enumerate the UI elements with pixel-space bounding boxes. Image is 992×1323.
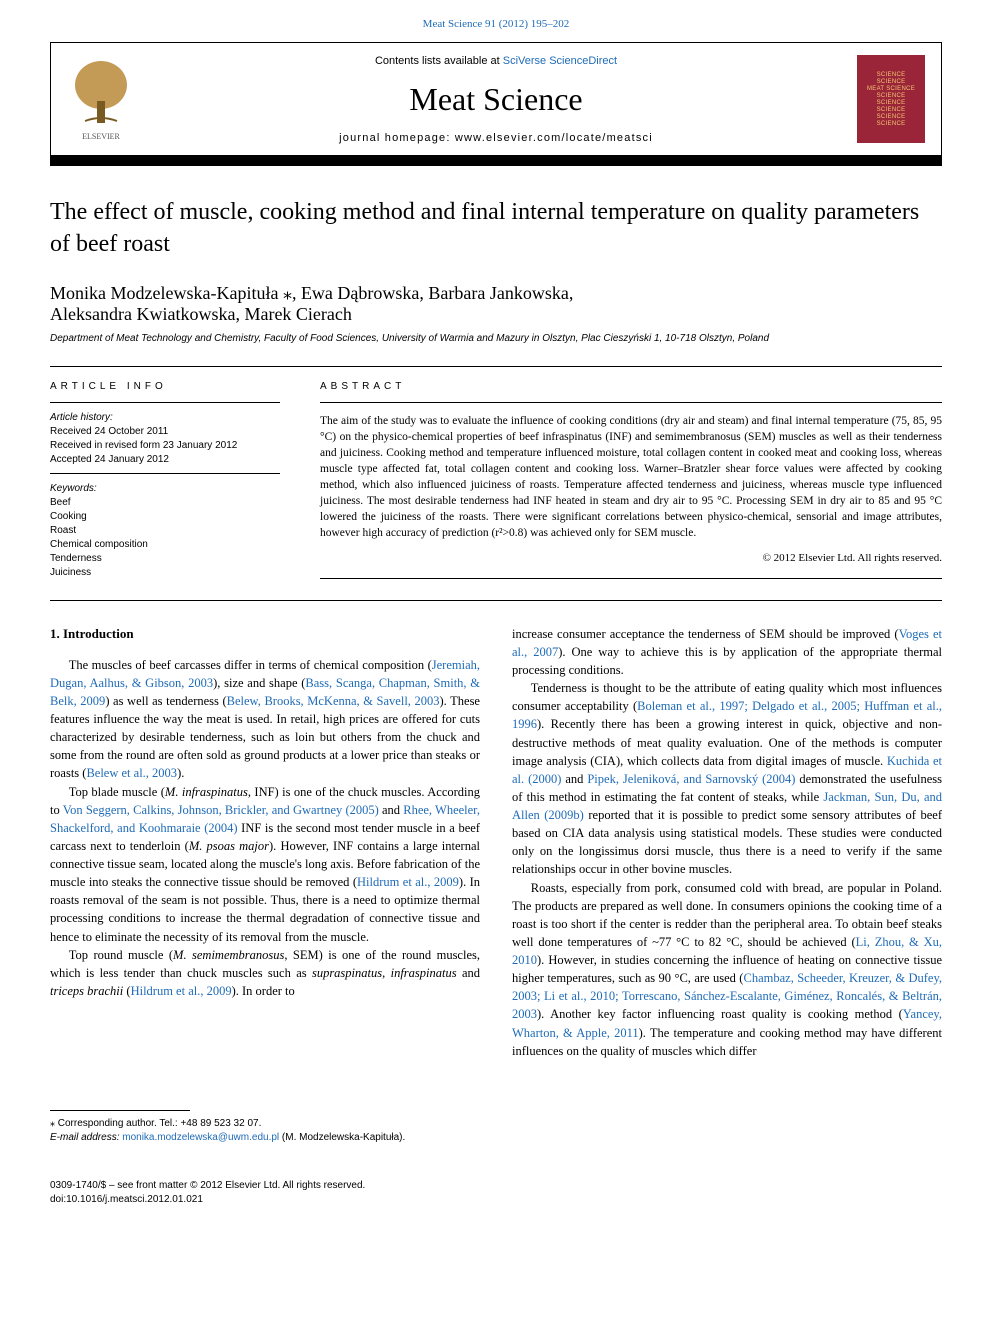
- info-rule2: [50, 473, 280, 474]
- abstract-text: The aim of the study was to evaluate the…: [320, 413, 942, 542]
- intro-p2: Top blade muscle (M. infraspinatus, INF)…: [50, 783, 480, 946]
- cover-line: SCIENCE: [877, 107, 906, 113]
- ref-link[interactable]: Von Seggern, Calkins, Johnson, Brickler,…: [63, 803, 379, 817]
- email-label: E-mail address:: [50, 1132, 119, 1143]
- rule-bottom: [50, 600, 942, 601]
- cover-line: SCIENCE: [877, 114, 906, 120]
- authors-line1b: , Ewa Dąbrowska, Barbara Jankowska,: [292, 283, 573, 303]
- email-after: (M. Modzelewska-Kapituła).: [279, 1132, 405, 1143]
- header-center: Contents lists available at SciVerse Sci…: [151, 43, 841, 155]
- cover-line: MEAT SCIENCE: [867, 86, 915, 92]
- authors-line1a: Monika Modzelewska-Kapituła: [50, 283, 283, 303]
- contents-line: Contents lists available at SciVerse Sci…: [375, 55, 617, 67]
- top-citation-link[interactable]: Meat Science 91 (2012) 195–202: [423, 18, 570, 30]
- cover-thumbnail-inner: SCIENCE SCIENCE MEAT SCIENCE SCIENCE SCI…: [857, 55, 925, 143]
- top-citation: Meat Science 91 (2012) 195–202: [0, 0, 992, 42]
- cover-line: SCIENCE: [877, 100, 906, 106]
- cover-line: SCIENCE: [877, 121, 906, 127]
- svg-text:ELSEVIER: ELSEVIER: [82, 132, 120, 141]
- intro-heading: 1. Introduction: [50, 625, 480, 644]
- intro-p5: Tenderness is thought to be the attribut…: [512, 679, 942, 878]
- abstract-copyright: © 2012 Elsevier Ltd. All rights reserved…: [320, 552, 942, 564]
- top-journal: Meat Science: [423, 18, 483, 30]
- authors: Monika Modzelewska-Kapituła ⁎, Ewa Dąbro…: [50, 283, 942, 325]
- info-abstract-row: ARTICLE INFO Article history: Received 2…: [50, 381, 942, 580]
- footnote-rule: [50, 1110, 190, 1111]
- keywords-label: Keywords:: [50, 482, 280, 496]
- abstract: ABSTRACT The aim of the study was to eva…: [320, 381, 942, 580]
- footnote-area: ⁎ Corresponding author. Tel.: +48 89 523…: [0, 1060, 992, 1165]
- journal-homepage: journal homepage: www.elsevier.com/locat…: [339, 132, 653, 144]
- article-title: The effect of muscle, cooking method and…: [50, 196, 942, 261]
- keyword: Tenderness: [50, 552, 280, 566]
- article-info: ARTICLE INFO Article history: Received 2…: [50, 381, 280, 580]
- doi: doi:10.1016/j.meatsci.2012.01.021: [50, 1193, 942, 1207]
- bottom-meta: 0309-1740/$ – see front matter © 2012 El…: [0, 1165, 992, 1237]
- article-front: The effect of muscle, cooking method and…: [0, 166, 992, 601]
- ref-link[interactable]: Hildrum et al., 2009: [131, 984, 232, 998]
- intro-p1: The muscles of beef carcasses differ in …: [50, 656, 480, 783]
- cover-line: SCIENCE: [877, 79, 906, 85]
- cover-thumbnail: SCIENCE SCIENCE MEAT SCIENCE SCIENCE SCI…: [841, 43, 941, 155]
- ref-link[interactable]: Belew, Brooks, McKenna, & Savell, 2003: [227, 694, 440, 708]
- keyword: Roast: [50, 524, 280, 538]
- ref-link[interactable]: Belew et al., 2003: [86, 766, 177, 780]
- corresponding-author: ⁎ Corresponding author. Tel.: +48 89 523…: [50, 1117, 942, 1131]
- sciencedirect-link[interactable]: SciVerse ScienceDirect: [503, 55, 617, 67]
- keyword: Chemical composition: [50, 538, 280, 552]
- cover-line: SCIENCE: [877, 72, 906, 78]
- header-bar: ELSEVIER Contents lists available at Sci…: [50, 42, 942, 156]
- journal-title: Meat Science: [409, 81, 582, 118]
- ref-link[interactable]: Hildrum et al., 2009: [357, 875, 459, 889]
- authors-line2: Aleksandra Kwiatkowska, Marek Cierach: [50, 304, 352, 324]
- email-line: E-mail address: monika.modzelewska@uwm.e…: [50, 1131, 942, 1145]
- cover-line: SCIENCE: [877, 93, 906, 99]
- keyword: Beef: [50, 496, 280, 510]
- top-volpages: 91 (2012) 195–202: [485, 18, 569, 30]
- article-info-head: ARTICLE INFO: [50, 381, 280, 392]
- rule-top: [50, 366, 942, 367]
- abstract-rule-bottom: [320, 578, 942, 579]
- corresponding-star-link[interactable]: ⁎: [283, 283, 292, 303]
- body-col-left: 1. Introduction The muscles of beef carc…: [50, 625, 480, 1060]
- elsevier-logo: ELSEVIER: [51, 43, 151, 155]
- keyword: Juiciness: [50, 566, 280, 580]
- elsevier-tree-icon: ELSEVIER: [65, 55, 137, 143]
- keyword: Cooking: [50, 510, 280, 524]
- history-received: Received 24 October 2011: [50, 425, 280, 439]
- contents-prefix: Contents lists available at: [375, 55, 503, 67]
- intro-p4: increase consumer acceptance the tendern…: [512, 625, 942, 679]
- email-link[interactable]: monika.modzelewska@uwm.edu.pl: [122, 1132, 279, 1143]
- intro-p3: Top round muscle (M. semimembranosus, SE…: [50, 946, 480, 1000]
- history-revised: Received in revised form 23 January 2012: [50, 439, 280, 453]
- intro-p6: Roasts, especially from pork, consumed c…: [512, 879, 942, 1060]
- header-black-bar: [50, 156, 942, 166]
- ref-link[interactable]: Pipek, Jeleniková, and Sarnovský (2004): [587, 772, 795, 786]
- body-col-right: increase consumer acceptance the tendern…: [512, 625, 942, 1060]
- front-matter: 0309-1740/$ – see front matter © 2012 El…: [50, 1179, 942, 1193]
- abstract-rule: [320, 402, 942, 403]
- history-accepted: Accepted 24 January 2012: [50, 453, 280, 467]
- affiliation: Department of Meat Technology and Chemis…: [50, 333, 942, 344]
- abstract-head: ABSTRACT: [320, 381, 942, 392]
- body-columns: 1. Introduction The muscles of beef carc…: [0, 615, 992, 1060]
- info-rule: [50, 402, 280, 403]
- history-label: Article history:: [50, 411, 280, 425]
